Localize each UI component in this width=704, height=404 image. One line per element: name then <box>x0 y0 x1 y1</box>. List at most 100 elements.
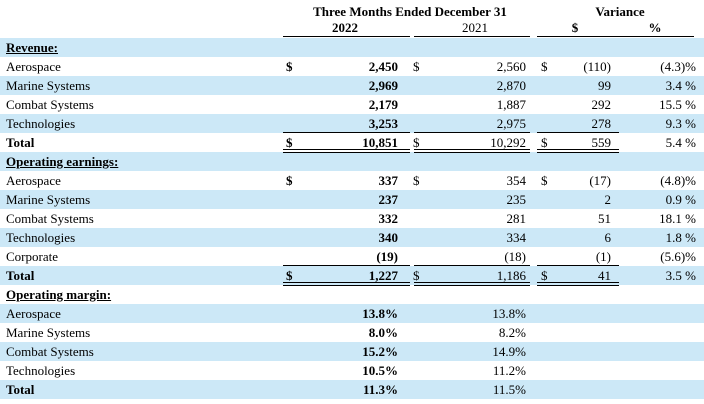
total-row: Total 11.3% 11.5% <box>0 380 704 399</box>
prior-value: 14.9% <box>492 344 526 359</box>
row-label: Marine Systems <box>6 325 91 340</box>
subtotal-rule <box>283 265 410 266</box>
variance-value: 6 <box>604 230 612 245</box>
row-label: Combat Systems <box>6 344 94 359</box>
current-dollar: $ <box>286 173 293 188</box>
prior-value: 2,560 <box>496 59 526 74</box>
current-dollar <box>286 380 298 399</box>
table-row: Combat Systems 15.2% 14.9% <box>0 342 704 361</box>
total-row: Total $1,227 $1,186 $41 3.5 % <box>0 266 704 285</box>
prior-dollar <box>413 380 425 399</box>
variance-pct: 3.4 % <box>665 78 696 93</box>
subtotal-rule <box>414 132 530 133</box>
prior-value: 1,186 <box>496 268 526 283</box>
variance-value: (110) <box>583 59 611 74</box>
row-label: Technologies <box>6 363 76 378</box>
prior-dollar: $ <box>413 135 420 150</box>
current-value: 8.0% <box>368 325 398 340</box>
variance-value <box>553 380 611 399</box>
current-value: 2,450 <box>368 59 398 74</box>
prior-dollar: $ <box>413 59 420 74</box>
table-row: Aerospace 13.8% 13.8% <box>0 304 704 323</box>
prior-dollar <box>413 95 425 114</box>
prior-value: 8.2% <box>498 325 526 340</box>
current-value: 3,253 <box>368 116 398 131</box>
variance-value: (17) <box>589 173 611 188</box>
subtotal-rule <box>283 132 410 133</box>
current-dollar <box>286 247 298 266</box>
variance-pct: (4.3)% <box>660 59 696 74</box>
row-label: Aerospace <box>6 306 61 321</box>
variance-value: (1) <box>595 249 611 264</box>
current-dollar <box>286 342 298 361</box>
table-row: Technologies 3,253 2,975 278 9.3 % <box>0 114 704 133</box>
row-label: Aerospace <box>6 59 61 74</box>
variance-value: 292 <box>591 97 612 112</box>
variance-pct <box>618 380 696 399</box>
current-value: 1,227 <box>368 268 398 283</box>
subtotal-rule <box>414 265 530 266</box>
variance-dollar <box>541 114 553 133</box>
current-value: 332 <box>378 211 399 226</box>
current-value: 10,851 <box>362 135 398 150</box>
variance-pct <box>618 323 696 342</box>
variance-dollar: $ <box>541 268 548 283</box>
variance-dollar <box>541 380 553 399</box>
total-double-rule <box>414 282 530 286</box>
prior-dollar <box>413 304 425 323</box>
table-row: Technologies 340 334 6 1.8 % <box>0 228 704 247</box>
variance-pct: 18.1 % <box>659 211 696 226</box>
total-double-rule <box>414 149 530 153</box>
variance-dollar: $ <box>541 173 548 188</box>
section-label: Revenue: <box>6 40 58 55</box>
variance-value: 2 <box>604 192 612 207</box>
current-dollar <box>286 114 298 133</box>
current-dollar <box>286 323 298 342</box>
variance-pct <box>618 304 696 323</box>
current-value: (19) <box>376 249 398 264</box>
prior-dollar <box>413 114 425 133</box>
section-header-row: Operating earnings: <box>0 152 704 171</box>
variance-pct-header: % <box>648 20 662 35</box>
row-label: Marine Systems <box>6 78 91 93</box>
variance-pct: 9.3 % <box>665 116 696 131</box>
variance-value <box>553 323 611 342</box>
table-row: Marine Systems 2,969 2,870 99 3.4 % <box>0 76 704 95</box>
variance-value: 51 <box>598 211 611 226</box>
current-dollar <box>286 76 298 95</box>
variance-dollar <box>541 304 553 323</box>
variance-pct: (4.8)% <box>660 173 696 188</box>
current-dollar: $ <box>286 268 293 283</box>
row-label: Combat Systems <box>6 97 94 112</box>
prior-dollar <box>413 323 425 342</box>
table-row: Combat Systems 2,179 1,887 292 15.5 % <box>0 95 704 114</box>
row-label: Aerospace <box>6 173 61 188</box>
variance-pct: 3.5 % <box>665 268 696 283</box>
row-label: Combat Systems <box>6 211 94 226</box>
table-row: Aerospace $337 $354 $ (17) (4.8)% <box>0 171 704 190</box>
current-value: 13.8% <box>362 306 398 321</box>
current-dollar <box>286 304 298 323</box>
variance-dollar <box>541 228 553 247</box>
current-dollar: $ <box>286 135 293 150</box>
table-row: Corporate (19) (18) (1) (5.6)% <box>0 247 704 266</box>
current-value: 2,179 <box>368 97 398 112</box>
total-row: Total $10,851 $10,292 $559 5.4 % <box>0 133 704 152</box>
table-row: Technologies 10.5% 11.2% <box>0 361 704 380</box>
prior-dollar <box>413 209 425 228</box>
prior-value: 13.8% <box>492 306 526 321</box>
year-prior-header: 2021 <box>462 20 488 35</box>
variance-dollar <box>541 361 553 380</box>
subtotal-rule <box>537 132 619 133</box>
prior-value: 2,870 <box>496 78 526 93</box>
total-double-rule <box>283 282 410 286</box>
row-label: Total <box>6 382 35 397</box>
variance-pct <box>618 342 696 361</box>
total-double-rule <box>537 149 619 153</box>
prior-value: (18) <box>504 249 526 264</box>
section-label: Operating margin: <box>6 287 112 302</box>
row-label: Corporate <box>6 249 58 264</box>
prior-value: 10,292 <box>490 135 526 150</box>
section-header-row: Revenue: <box>0 38 704 57</box>
year-current-header: 2022 <box>332 20 358 35</box>
